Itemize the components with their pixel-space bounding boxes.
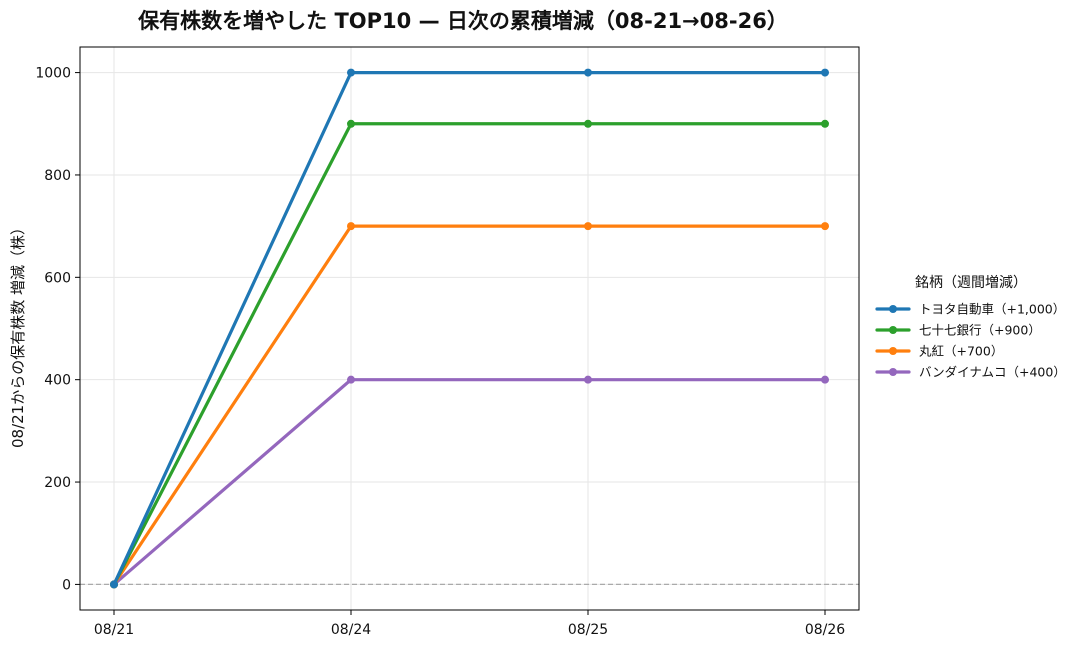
x-tick-label-1: 08/24	[331, 622, 371, 638]
legend-item-3: バンダイナムコ（+400）	[875, 365, 1066, 380]
data-point-0-1	[347, 68, 355, 77]
y-tick-label-3: 600	[44, 270, 71, 286]
chart-title: 保有株数を増やした TOP10 — 日次の累積増減（08-21→08-26）	[137, 9, 788, 33]
y-tick-label-0: 0	[62, 577, 71, 593]
legend-marker-3	[889, 368, 897, 376]
series-0	[110, 68, 829, 589]
legend: 銘柄（週間増減） トヨタ自動車（+1,000） 七十七銀行（+900） 丸紅（+700…	[875, 274, 1066, 380]
series-1	[110, 119, 829, 589]
legend-title: 銘柄（週間増減）	[915, 274, 1027, 291]
data-point-0-3	[821, 68, 829, 77]
y-tick-label-5: 1000	[35, 66, 71, 82]
y-tick-label-2: 400	[44, 373, 71, 389]
series-line-1	[112, 122, 827, 587]
legend-label-3: バンダイナムコ（+400）	[919, 365, 1066, 380]
data-point-0-2	[584, 68, 592, 77]
series-line-0	[112, 70, 827, 587]
legend-item-0: トヨタ自動車（+1,000）	[875, 302, 1065, 317]
plot-background	[80, 47, 859, 610]
legend-label-1: 七十七銀行（+900）	[919, 323, 1041, 338]
y-tick-label-1: 200	[44, 475, 71, 491]
x-tick-label-3: 08/26	[805, 622, 845, 638]
axes: 0 200 400 600 800 1000 08/21 08/24 08/25 08/26	[35, 46, 860, 638]
y-axis-label: 08/21からの保有株数 増減（株）	[9, 220, 27, 448]
data-point-3-2	[584, 375, 592, 384]
series-line-2	[112, 224, 827, 587]
plot-frame	[79, 46, 860, 611]
data-point-1-3	[821, 119, 829, 128]
data-point-2-1	[347, 222, 355, 231]
legend-label-2: 丸紅（+700）	[919, 344, 1003, 359]
data-point-3-1	[347, 375, 355, 384]
data-point-2-3	[821, 222, 829, 231]
legend-item-2: 丸紅（+700）	[875, 344, 1003, 359]
x-tick-label-2: 08/25	[568, 622, 608, 638]
data-point-2-2	[584, 222, 592, 231]
x-tick-label-0: 08/21	[94, 622, 134, 638]
legend-label-0: トヨタ自動車（+1,000）	[919, 302, 1065, 317]
data-point-3-3	[821, 375, 829, 384]
data-point-1-1	[347, 119, 355, 128]
plot-area	[80, 47, 859, 610]
data-point-0-0	[110, 580, 118, 589]
legend-item-1: 七十七銀行（+900）	[875, 323, 1041, 338]
data-point-1-2	[584, 119, 592, 128]
y-tick-label-4: 800	[44, 168, 71, 184]
series-line-3	[112, 378, 827, 587]
legend-marker-2	[889, 347, 897, 355]
legend-marker-1	[889, 326, 897, 334]
series-layer	[110, 68, 829, 589]
legend-marker-0	[889, 305, 897, 313]
